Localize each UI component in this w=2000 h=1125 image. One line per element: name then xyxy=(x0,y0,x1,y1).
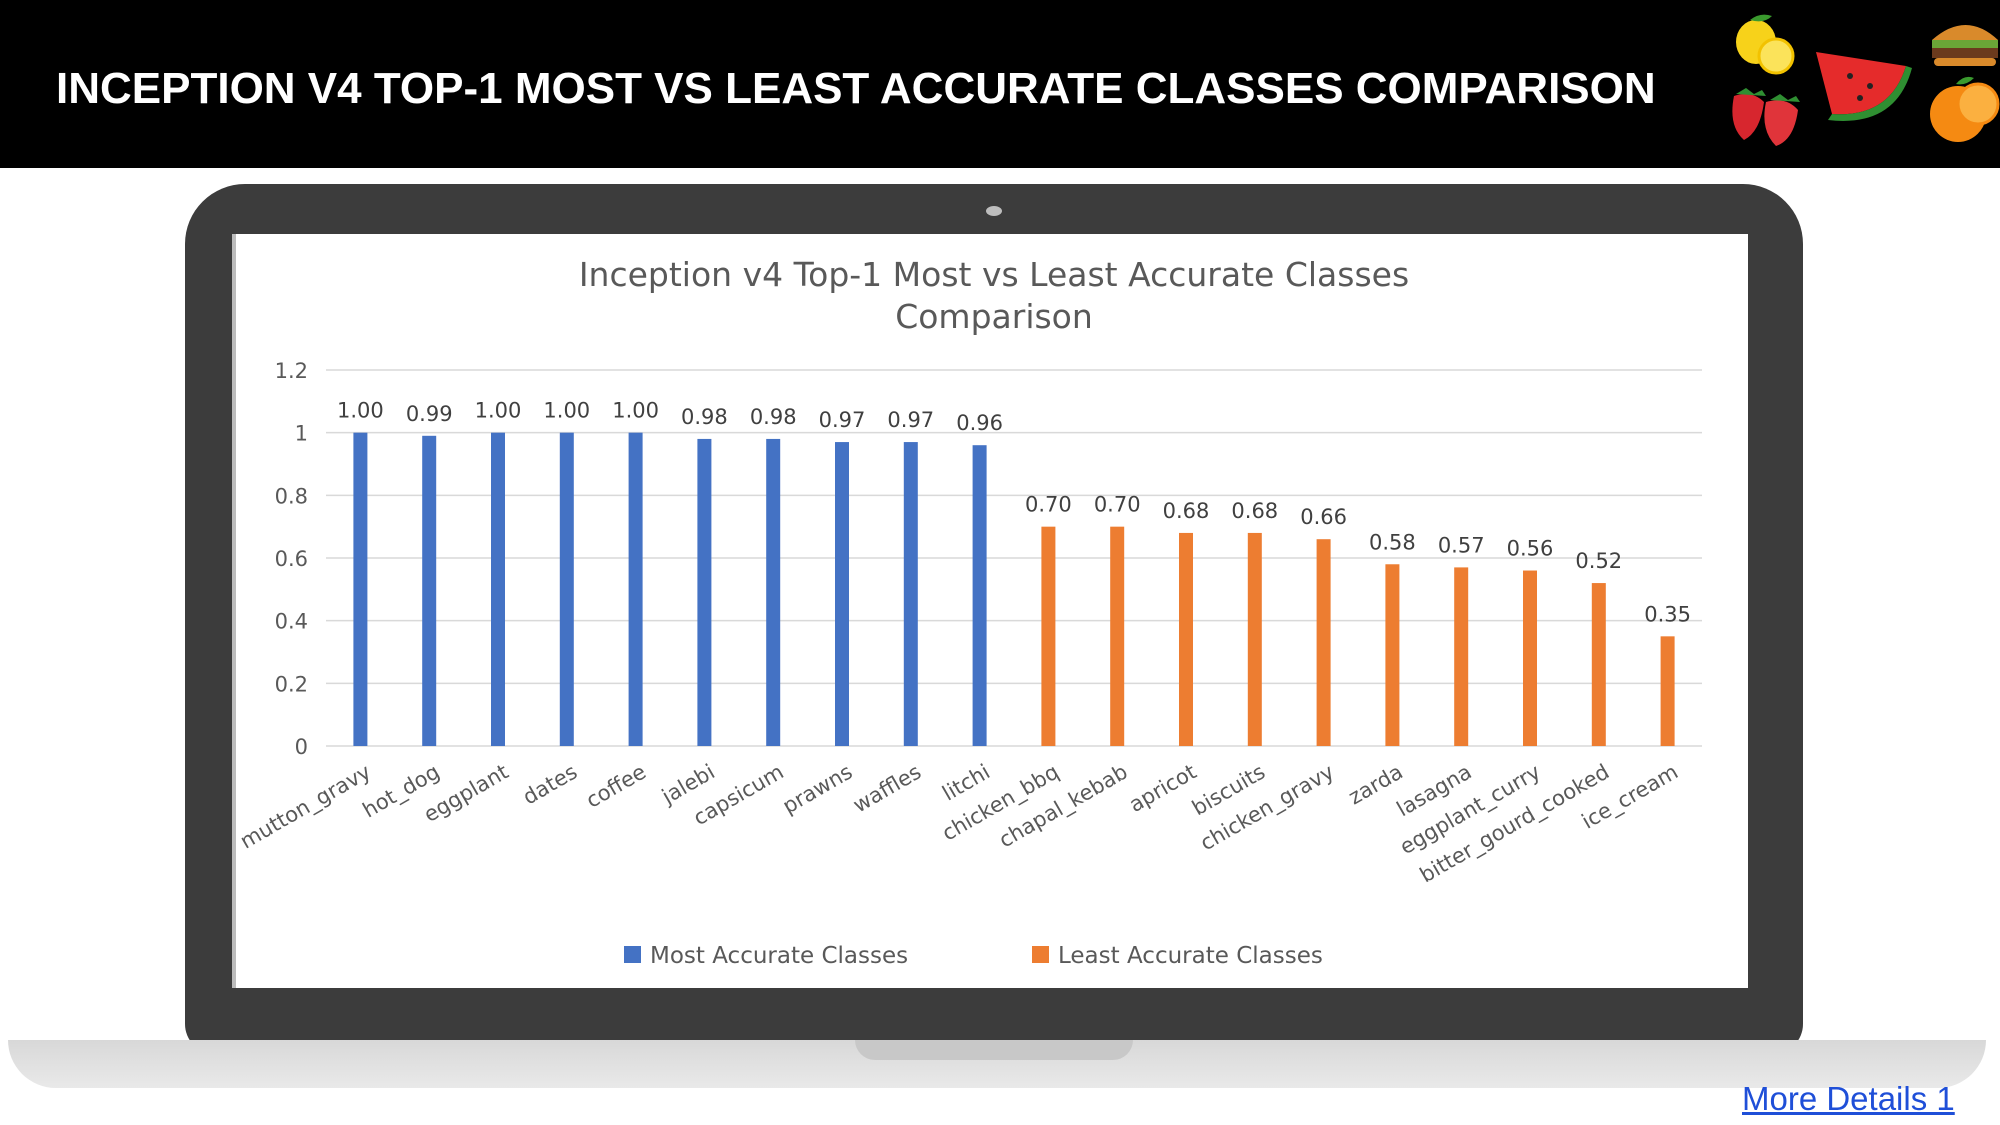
header-bar: INCEPTION V4 TOP-1 MOST VS LEAST ACCURAT… xyxy=(0,0,2000,168)
data-label: 0.97 xyxy=(887,408,934,432)
bars xyxy=(353,432,1675,746)
orange-icon xyxy=(1930,76,2000,142)
data-label: 0.56 xyxy=(1507,537,1554,561)
y-tick-label: 1 xyxy=(295,422,308,446)
y-tick-label: 0.8 xyxy=(275,484,308,508)
bar xyxy=(1179,532,1193,746)
laptop-screen: Inception v4 Top-1 Most vs Least Accurat… xyxy=(236,234,1748,988)
legend-label-most: Most Accurate Classes xyxy=(650,943,908,969)
x-tick-label: dates xyxy=(519,760,581,810)
bar xyxy=(1110,526,1125,746)
chart-title-line-2: Comparison xyxy=(895,297,1093,336)
page-title: INCEPTION V4 TOP-1 MOST VS LEAST ACCURAT… xyxy=(56,64,1656,113)
bar-chart: Inception v4 Top-1 Most vs Least Accurat… xyxy=(236,255,1702,969)
bar xyxy=(1660,636,1675,746)
x-tick-label: prawns xyxy=(778,760,856,819)
data-labels: 1.00 0.99 1.00 1.00 1.00 0.98 0.98 0.97 0.97 0.96… xyxy=(337,399,1691,627)
data-label: 1.00 xyxy=(612,399,659,423)
bar xyxy=(491,432,505,746)
data-label: 0.98 xyxy=(681,405,728,429)
x-tick-label: mutton_gravy xyxy=(236,760,375,855)
lemon-icon xyxy=(1736,14,1795,75)
data-label: 0.99 xyxy=(406,402,453,426)
bar xyxy=(1591,583,1606,746)
y-axis-ticks: 0 0.2 0.4 0.6 0.8 1 1.2 xyxy=(275,359,308,759)
bar xyxy=(422,435,437,746)
data-label: 1.00 xyxy=(543,399,590,423)
legend: Most Accurate Classes Least Accurate Cla… xyxy=(624,943,1323,969)
data-label: 0.97 xyxy=(819,408,866,432)
burger-icon xyxy=(1932,25,1998,66)
legend-swatch-least xyxy=(1032,946,1049,963)
bar xyxy=(1385,564,1400,746)
bar xyxy=(835,442,849,746)
data-label: 1.00 xyxy=(337,399,384,423)
fruit-decoration xyxy=(1732,14,2000,146)
y-tick-label: 0.2 xyxy=(275,672,308,696)
y-tick-label: 0.6 xyxy=(275,547,308,571)
legend-label-least: Least Accurate Classes xyxy=(1058,943,1323,969)
bar xyxy=(1316,539,1331,746)
x-tick-label: waffles xyxy=(849,760,925,818)
chart-title-line-1: Inception v4 Top-1 Most vs Least Accurat… xyxy=(579,255,1409,294)
data-label: 0.98 xyxy=(750,405,797,429)
bar xyxy=(972,445,987,746)
bar xyxy=(697,438,712,746)
data-label: 0.70 xyxy=(1025,493,1072,517)
watermelon-icon xyxy=(1816,52,1912,121)
x-tick-label: apricot xyxy=(1125,760,1200,817)
strawberry-icon xyxy=(1732,88,1800,146)
bar xyxy=(903,442,918,746)
bar xyxy=(1523,570,1537,746)
y-tick-label: 0.4 xyxy=(275,610,308,634)
data-label: 0.57 xyxy=(1438,533,1485,557)
data-label: 0.58 xyxy=(1369,530,1416,554)
data-label: 0.68 xyxy=(1231,499,1278,523)
data-label: 0.96 xyxy=(956,411,1003,435)
bar xyxy=(766,438,781,746)
camera-dot xyxy=(986,206,1002,216)
gridlines xyxy=(326,369,1702,747)
bar xyxy=(353,432,368,746)
data-label: 1.00 xyxy=(475,399,522,423)
bar xyxy=(628,432,643,746)
legend-swatch-most xyxy=(624,946,641,963)
more-details-link[interactable]: More Details 1 xyxy=(1742,1080,1955,1117)
laptop-base-notch xyxy=(855,1040,1133,1060)
bar xyxy=(559,432,574,746)
y-tick-label: 0 xyxy=(295,735,308,759)
data-label: 0.68 xyxy=(1163,499,1210,523)
y-tick-label: 1.2 xyxy=(275,359,308,383)
x-tick-label: coffee xyxy=(582,760,650,813)
data-label: 0.66 xyxy=(1300,505,1347,529)
data-label: 0.70 xyxy=(1094,493,1141,517)
data-label: 0.35 xyxy=(1644,602,1691,626)
bar xyxy=(1247,532,1262,746)
bar xyxy=(1454,567,1469,746)
data-label: 0.52 xyxy=(1575,549,1622,573)
bar xyxy=(1041,526,1056,746)
